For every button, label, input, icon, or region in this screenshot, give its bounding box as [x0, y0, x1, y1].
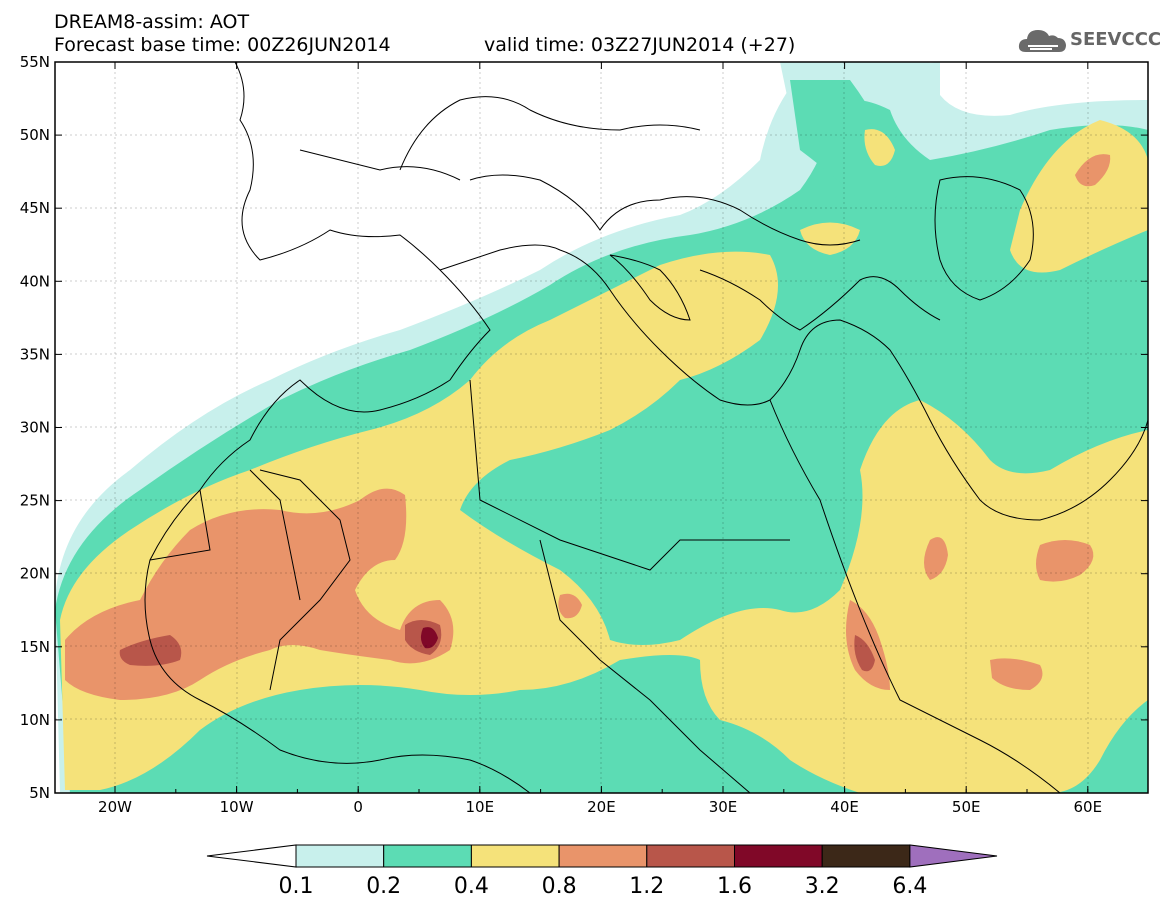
logo-text: SEEVCCC [1070, 29, 1162, 50]
seevccc-logo: SEEVCCC [1018, 24, 1162, 58]
lon-tick-label: 20E [587, 798, 616, 816]
colorbar-swatch [646, 844, 735, 868]
map-title: DREAM8-assim: AOT [54, 11, 250, 33]
colorbar-over-triangle [909, 844, 998, 868]
colorbar-label: 1.6 [717, 874, 752, 899]
coastlines [144, 62, 1148, 793]
colorbar-under-triangle [206, 844, 297, 868]
lat-tick-label: 5N [29, 784, 50, 802]
colorbar-label: 0.4 [454, 874, 489, 899]
colorbar-label: 3.2 [805, 874, 840, 899]
lon-tick-label: 0 [353, 798, 363, 816]
forecast-time-line: Forecast base time: 00Z26JUN2014 valid ti… [54, 34, 795, 56]
forecast-base-time: Forecast base time: 00Z26JUN2014 [54, 34, 391, 56]
colorbar-swatch [383, 844, 472, 868]
colorbar-swatch [734, 844, 823, 868]
lon-tick-label: 50E [952, 798, 981, 816]
colorbar-label: 0.8 [542, 874, 577, 899]
lat-tick-label: 35N [20, 345, 50, 363]
colorbar-swatch [558, 844, 648, 868]
lat-tick-label: 10N [20, 711, 50, 729]
lon-tick-label: 30E [709, 798, 738, 816]
lon-tick-label: 60E [1074, 798, 1103, 816]
lat-tick-label: 15N [20, 638, 50, 656]
lat-tick-label: 55N [20, 53, 50, 71]
lat-tick-label: 40N [20, 272, 50, 290]
lat-tick-label: 50N [20, 126, 50, 144]
valid-time: valid time: 03Z27JUN2014 (+27) [484, 34, 796, 56]
colorbar-swatch [470, 844, 560, 868]
colorbar-label: 6.4 [892, 874, 927, 899]
lat-tick-label: 45N [20, 199, 50, 217]
colorbar-swatch [295, 844, 385, 868]
colorbar-label: 1.2 [629, 874, 664, 899]
lon-tick-label: 20W [98, 798, 132, 816]
lon-tick-label: 10E [466, 798, 495, 816]
lat-tick-label: 25N [20, 492, 50, 510]
aot-field [55, 62, 1148, 793]
graticule [55, 62, 1148, 793]
colorbar-swatch [821, 844, 911, 868]
lon-axis: 20W 10W 0 10E 20E 30E 40E 50E 60E [98, 62, 1102, 816]
aot-band-1.6 [420, 627, 438, 649]
colorbar: 0.1 0.2 0.4 0.8 1.2 1.6 3.2 6.4 [206, 844, 998, 899]
colorbar-label: 0.1 [279, 874, 314, 899]
lon-tick-label: 40E [830, 798, 859, 816]
lat-tick-label: 30N [20, 419, 50, 437]
lat-axis: 55N 50N 45N 40N 35N 30N 25N 20N 15N 10N 5N [20, 53, 1148, 802]
cloud-icon [1018, 30, 1066, 52]
lon-tick-label: 10W [220, 798, 254, 816]
lat-tick-label: 20N [20, 565, 50, 583]
colorbar-label: 0.2 [366, 874, 401, 899]
